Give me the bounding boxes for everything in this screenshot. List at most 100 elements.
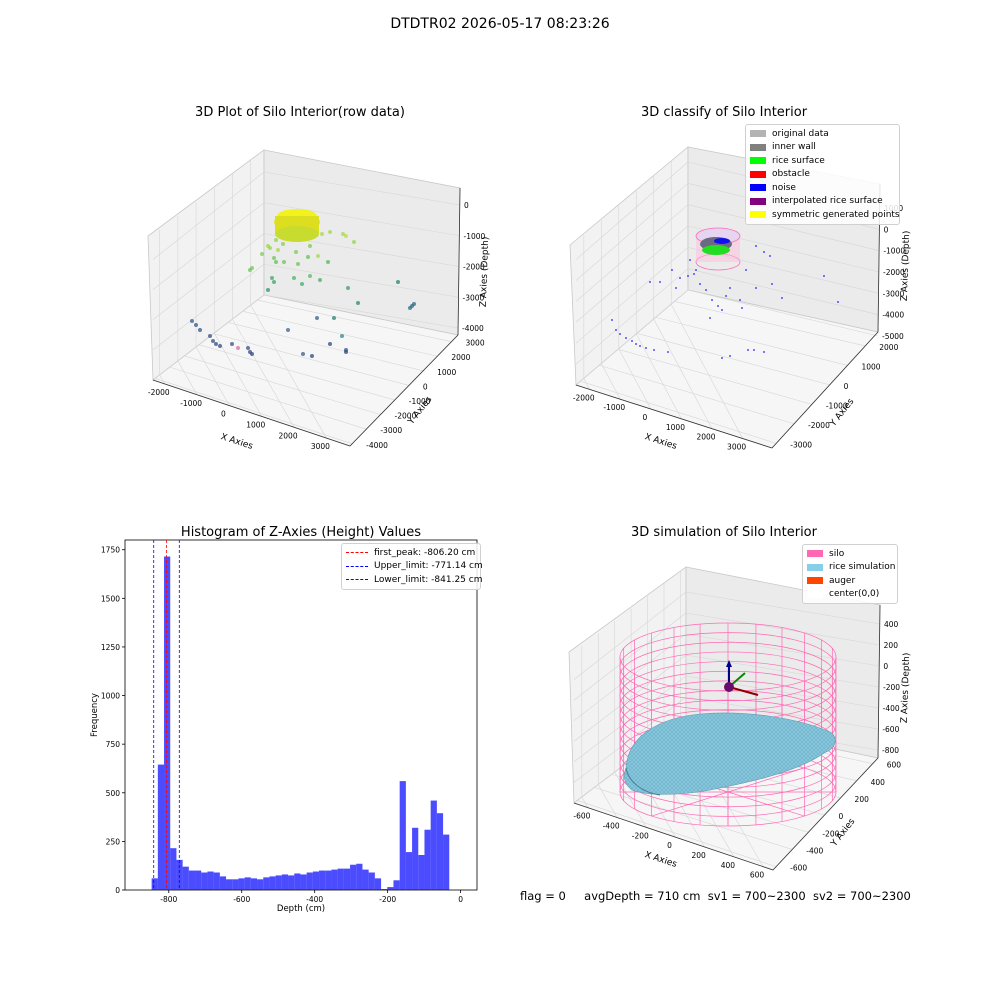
noise-point bbox=[611, 319, 613, 321]
noise-point bbox=[763, 251, 765, 253]
x-tick-label: 0 bbox=[221, 410, 226, 419]
noise-point bbox=[747, 349, 749, 351]
noise-point bbox=[729, 287, 731, 289]
raw-point bbox=[190, 319, 194, 323]
status-flag: flag = 0 bbox=[520, 889, 566, 903]
grid-line-z bbox=[263, 294, 459, 329]
y-tick-label: 0 bbox=[115, 886, 120, 895]
raw-point bbox=[326, 260, 330, 264]
histogram-bar bbox=[337, 868, 344, 890]
simulation-x-axis-label: X Axies bbox=[643, 850, 678, 870]
raw-point bbox=[301, 352, 305, 356]
histogram-bar bbox=[238, 878, 245, 890]
legend-swatch bbox=[807, 577, 823, 585]
noise-point bbox=[693, 273, 695, 275]
y-tick-label: 250 bbox=[106, 837, 121, 846]
grid-line-z-left bbox=[152, 264, 265, 351]
raw-x-axis-label: X Axies bbox=[219, 432, 254, 452]
legend-swatch bbox=[750, 130, 766, 138]
simulation-z-axis-line bbox=[877, 604, 881, 759]
noise-point bbox=[705, 289, 707, 291]
legend-label: Lower_limit: -841.25 cm bbox=[374, 574, 483, 585]
histogram-bar bbox=[263, 877, 270, 890]
raw-gridlines bbox=[152, 160, 461, 445]
raw-point bbox=[318, 278, 322, 282]
histogram-bar bbox=[257, 879, 264, 890]
grid-line-z-left bbox=[152, 171, 265, 260]
noise-point bbox=[837, 301, 839, 303]
y-tick-label: -1000 bbox=[826, 401, 848, 410]
noise-point bbox=[649, 281, 651, 283]
z-tick-label: -5000 bbox=[882, 332, 904, 341]
raw-point bbox=[272, 256, 276, 260]
grid-line-z-left bbox=[575, 225, 689, 323]
classify-noise-cluster bbox=[714, 238, 730, 244]
y-tick-label: 500 bbox=[106, 789, 121, 798]
histogram-bar bbox=[232, 879, 239, 890]
raw-point bbox=[266, 288, 270, 292]
raw-point bbox=[260, 252, 264, 256]
raw-point bbox=[276, 248, 280, 252]
z-tick-label: -2000 bbox=[463, 263, 485, 272]
simulation-z-axis-label: Z Axies (Depth) bbox=[900, 653, 912, 724]
histogram-x-axis-label: Depth (cm) bbox=[277, 904, 325, 914]
histogram-bar bbox=[244, 877, 251, 890]
grid-line-z-left bbox=[573, 675, 687, 763]
raw-point bbox=[346, 286, 350, 290]
raw-point bbox=[292, 276, 296, 280]
histogram-bar bbox=[362, 869, 369, 890]
raw-point bbox=[344, 234, 348, 238]
x-tick-label: -2000 bbox=[148, 388, 170, 397]
raw-point bbox=[294, 250, 298, 254]
histogram-bar bbox=[424, 829, 431, 890]
histogram-bar bbox=[250, 878, 258, 890]
grid-line-z-left bbox=[575, 247, 689, 344]
noise-point bbox=[687, 275, 689, 277]
histogram-bar bbox=[269, 876, 276, 890]
grid-line-y bbox=[674, 301, 866, 347]
y-tick-label: -4000 bbox=[366, 441, 388, 450]
y-tick-label: -3000 bbox=[790, 440, 812, 449]
raw-point bbox=[412, 302, 416, 306]
rice-surface-shade bbox=[625, 767, 661, 796]
raw-point bbox=[310, 354, 314, 358]
z-tick-label: -400 bbox=[883, 704, 900, 713]
grid-line-z-left bbox=[573, 612, 687, 701]
z-tick-label: -2000 bbox=[883, 268, 905, 277]
grid-line-y bbox=[257, 299, 452, 342]
y-tick-label: 1500 bbox=[101, 594, 120, 603]
y-tick-label: 3000 bbox=[466, 339, 485, 348]
noise-point bbox=[639, 345, 641, 347]
grid-line-y bbox=[580, 380, 777, 444]
legend-swatch bbox=[807, 550, 823, 558]
y-tick-label: -1000 bbox=[409, 397, 431, 406]
grid-line-z-left bbox=[152, 233, 265, 320]
z-tick-label: -1000 bbox=[464, 232, 486, 241]
histogram-bar bbox=[319, 870, 326, 890]
x-tick-label: -400 bbox=[603, 822, 620, 831]
raw-z-axis-label: Z Axies (Depth) bbox=[479, 237, 491, 308]
grid-line-x bbox=[232, 318, 295, 428]
raw-point bbox=[198, 328, 202, 332]
raw-z-axis-line bbox=[457, 187, 461, 336]
histogram-bar bbox=[412, 827, 419, 890]
histogram-bar bbox=[381, 889, 388, 890]
y-tick-label: 1000 bbox=[101, 692, 120, 701]
noise-point bbox=[753, 349, 755, 351]
classify-rice-surface bbox=[702, 245, 730, 255]
y-tick-label: 1000 bbox=[437, 368, 456, 377]
grid-line-x bbox=[653, 318, 713, 429]
grid-line-y bbox=[213, 333, 410, 386]
raw-point bbox=[328, 230, 332, 234]
classify-z-axis-label: Z Axies (Depth) bbox=[900, 231, 912, 302]
simulation-y-axis-line bbox=[772, 757, 879, 871]
histogram-bar bbox=[176, 859, 183, 890]
noise-point bbox=[721, 309, 723, 311]
x-tick-label: 0 bbox=[458, 895, 463, 904]
histogram-bar bbox=[387, 887, 394, 890]
raw-point bbox=[218, 344, 222, 348]
classify-noise-points bbox=[611, 245, 839, 359]
legend-entry: rice simulation bbox=[807, 561, 895, 575]
x-tick-label: 600 bbox=[750, 871, 765, 880]
x-tick-label: 400 bbox=[721, 861, 736, 870]
